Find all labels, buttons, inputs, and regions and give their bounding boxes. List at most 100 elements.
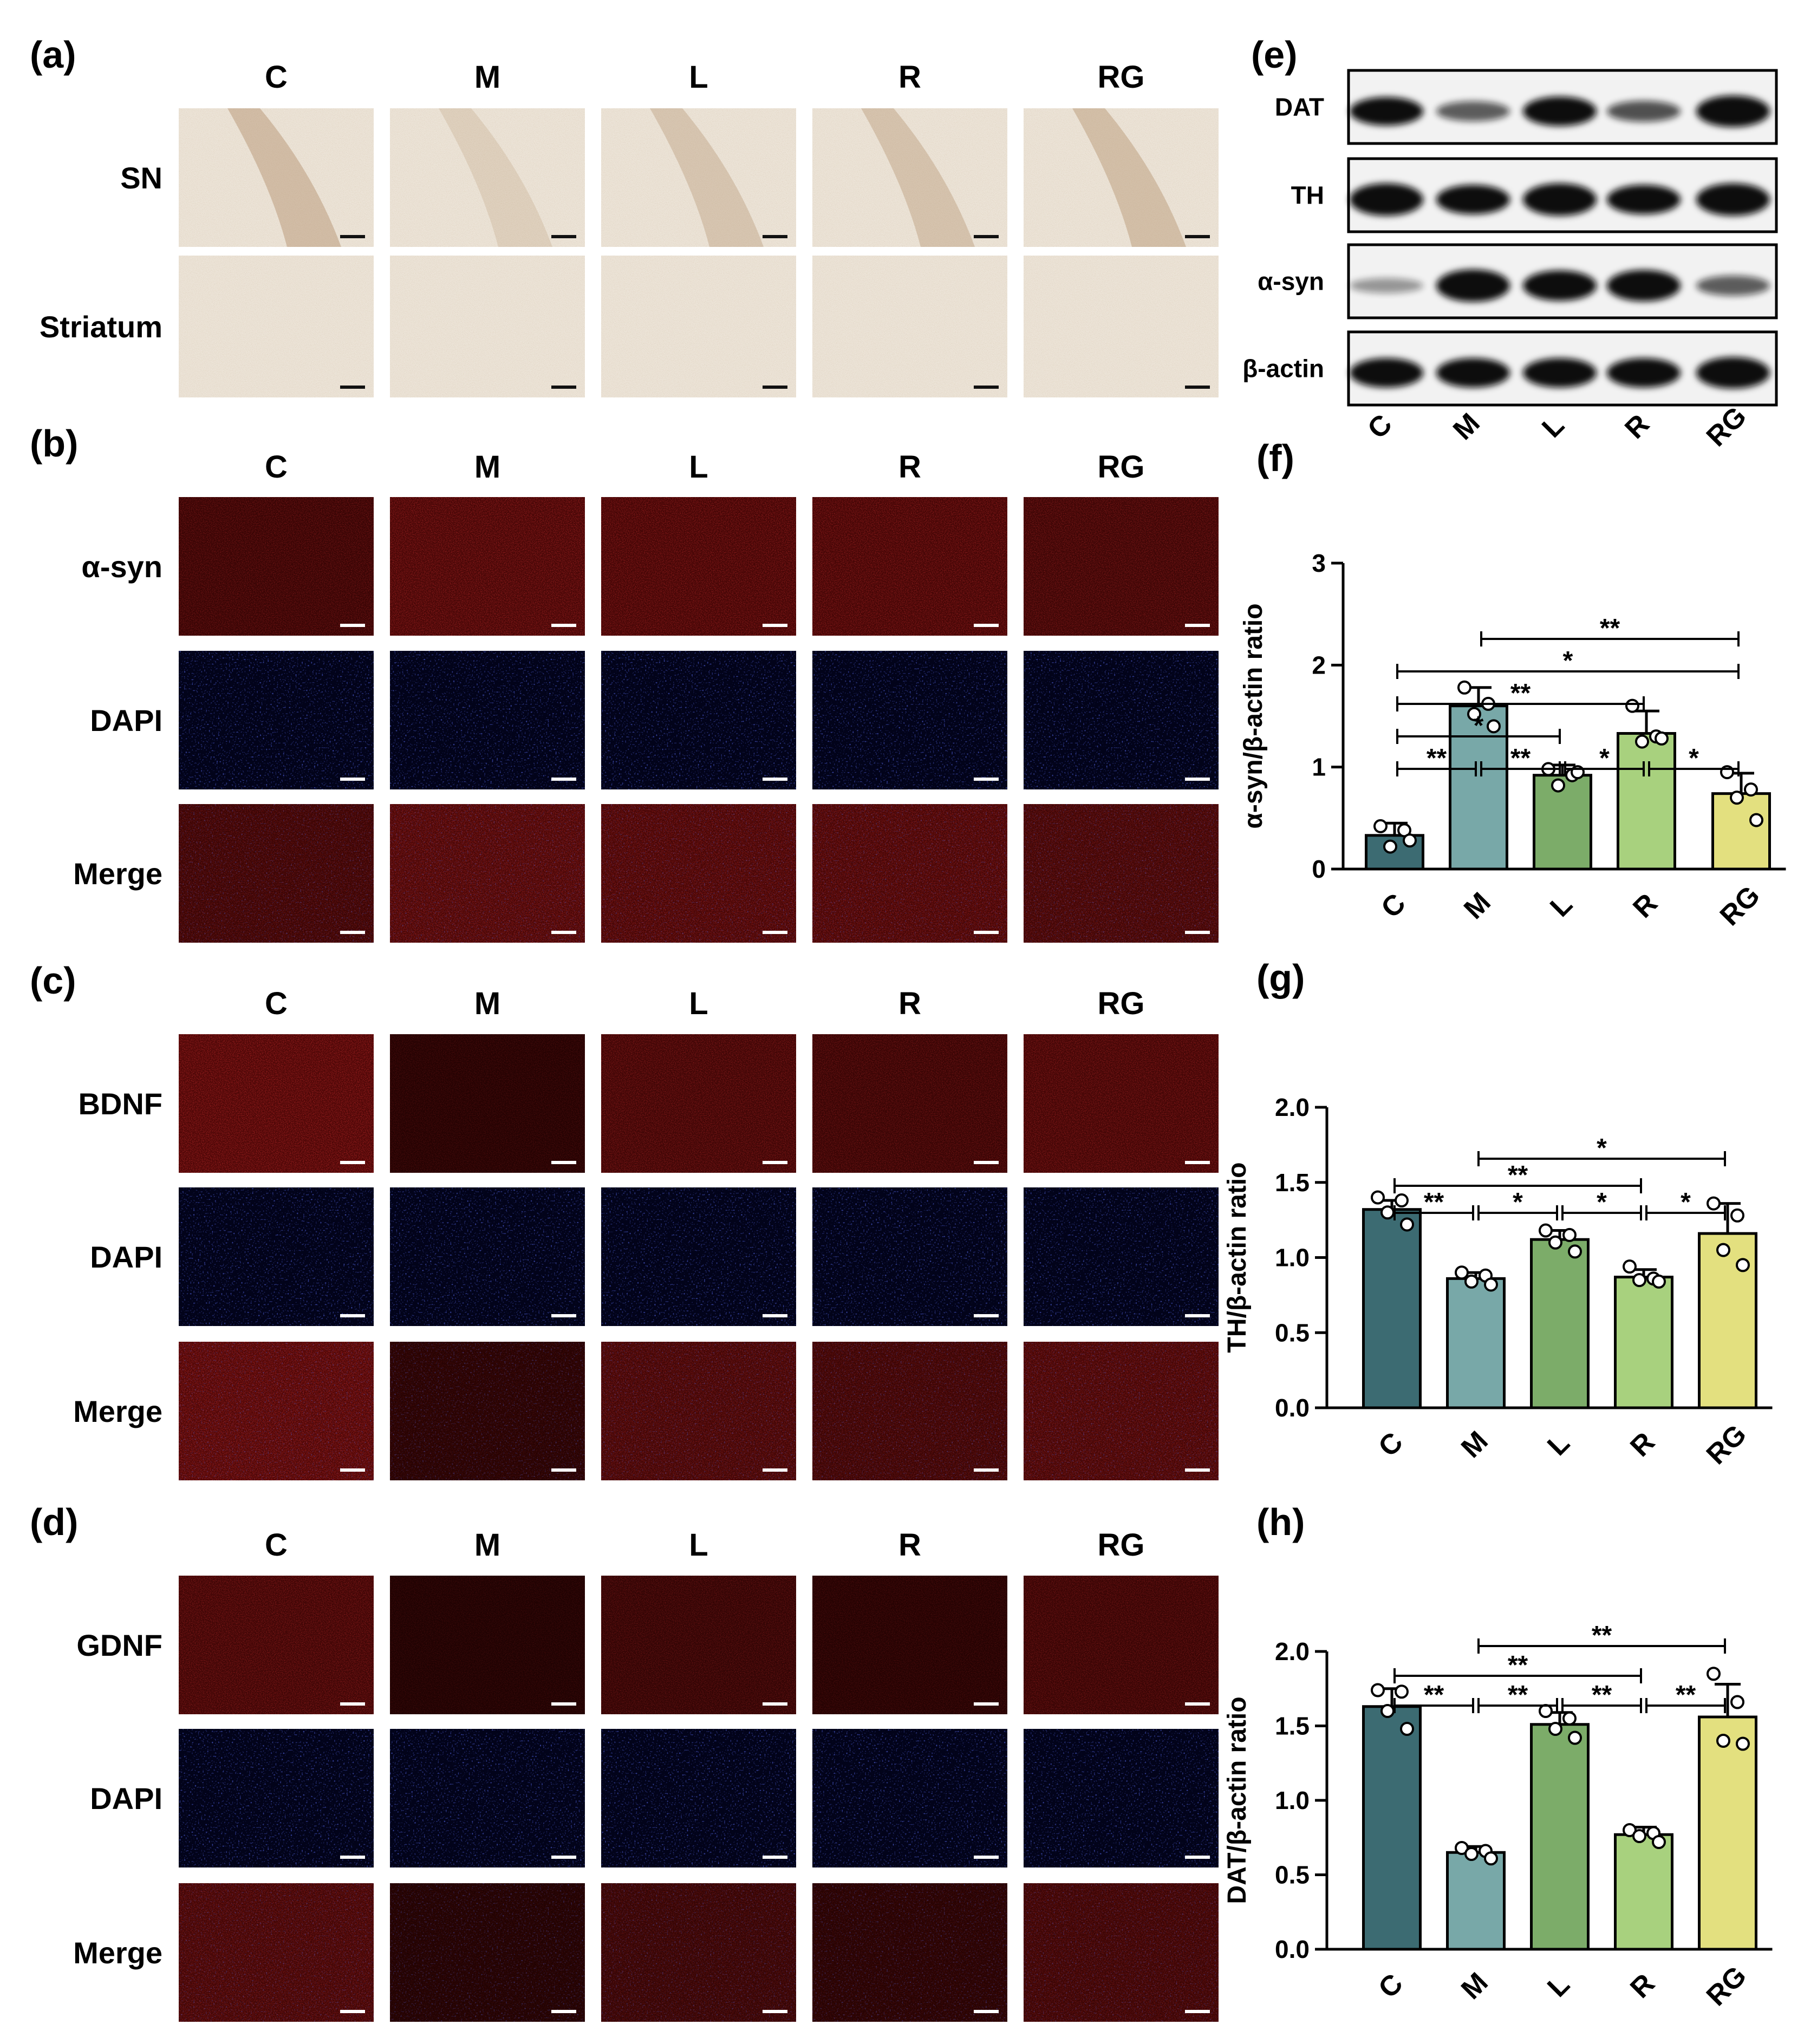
scale-bar xyxy=(974,1702,999,1706)
significance-label: ** xyxy=(1427,744,1447,773)
data-point xyxy=(1539,1223,1553,1238)
scale-bar xyxy=(551,2010,576,2013)
category-label: M xyxy=(1458,886,1497,925)
scale-bar xyxy=(763,1702,787,1706)
micrograph-texture xyxy=(1024,256,1219,397)
blue-nuclei xyxy=(601,804,796,943)
data-point xyxy=(1484,1277,1498,1292)
data-point xyxy=(1400,1722,1414,1736)
significance-label: * xyxy=(1563,646,1573,675)
data-point xyxy=(1395,1193,1409,1208)
scale-bar xyxy=(1185,931,1210,934)
micrograph-texture xyxy=(390,108,585,247)
data-point xyxy=(1568,1730,1582,1745)
micrograph-texture xyxy=(390,256,585,397)
scale-bar xyxy=(1185,1314,1210,1317)
blue-nuclei xyxy=(812,804,1007,943)
significance-label: ** xyxy=(1508,1651,1528,1680)
panel-label: (f) xyxy=(1256,437,1294,479)
band-label: β-actin xyxy=(1242,355,1324,383)
significance-label: ** xyxy=(1510,679,1531,708)
panel-label: (d) xyxy=(30,1501,78,1543)
y-tick-label: 1.0 xyxy=(1275,1244,1310,1272)
scale-bar xyxy=(763,778,787,781)
bar xyxy=(1362,1208,1422,1409)
column-label: R xyxy=(898,986,921,1021)
western-blot-panel: (e) DAT TH α-syn β-actin C M L R RG xyxy=(1242,34,1778,453)
y-axis-label: TH/β-actin ratio xyxy=(1223,1163,1252,1353)
red-texture xyxy=(812,497,1007,636)
row-label: BDNF xyxy=(78,1087,162,1121)
significance-label: ** xyxy=(1424,1188,1444,1217)
blot-band xyxy=(1607,270,1681,302)
lane-label: C xyxy=(1362,408,1398,445)
data-point xyxy=(1383,839,1397,854)
blue-nuclei xyxy=(812,1883,1007,2022)
column-label: C xyxy=(265,60,288,95)
category-label: RG xyxy=(1701,1960,1753,2012)
chart-2: (h) 0.0 0.5 1.0 1.5 2.0 DAT/β-actin ratio C M L R R… xyxy=(1223,1501,1773,2012)
scale-bar xyxy=(974,778,999,781)
scale-bar xyxy=(340,2010,365,2013)
column-label: L xyxy=(689,449,708,485)
data-point xyxy=(1400,1217,1414,1232)
significance-label: ** xyxy=(1508,1161,1528,1190)
column-label: R xyxy=(898,1527,921,1563)
y-tick-label: 0.0 xyxy=(1275,1394,1310,1422)
data-point xyxy=(1487,719,1501,734)
data-point xyxy=(1568,1244,1582,1259)
blue-nuclei xyxy=(812,1342,1007,1480)
bar xyxy=(1614,1833,1673,1951)
category-label: C xyxy=(1375,887,1412,924)
y-axis-label: DAT/β-actin ratio xyxy=(1223,1696,1252,1904)
scale-bar xyxy=(974,1314,999,1317)
data-point xyxy=(1373,819,1388,833)
bar xyxy=(1530,1723,1590,1951)
scale-bar xyxy=(551,778,576,781)
data-point xyxy=(1380,1205,1395,1220)
red-texture xyxy=(1024,1034,1219,1173)
column-label: C xyxy=(265,986,288,1021)
micro-panel: (b) C M L R RG α-syn DAPI Merge xyxy=(30,422,1219,943)
stained-region xyxy=(1072,108,1186,247)
scale-bar xyxy=(1185,1702,1210,1706)
blue-nuclei xyxy=(390,1729,585,1867)
data-point xyxy=(1539,1704,1553,1718)
micrograph-texture xyxy=(1024,108,1219,247)
column-label: R xyxy=(898,60,921,95)
band-label: DAT xyxy=(1275,93,1324,121)
y-tick-label: 3 xyxy=(1312,549,1326,577)
data-point xyxy=(1632,1829,1646,1843)
y-tick-label: 0.0 xyxy=(1275,1935,1310,1963)
scale-bar xyxy=(1185,2010,1210,2013)
red-texture xyxy=(390,1576,585,1714)
bar xyxy=(1449,704,1508,871)
row-label: α-syn xyxy=(81,550,162,584)
blot-band xyxy=(1696,357,1770,389)
panel-label: (c) xyxy=(30,959,76,1002)
significance-label: ** xyxy=(1600,614,1620,643)
band-label: α-syn xyxy=(1258,267,1324,296)
significance-label: ** xyxy=(1676,1681,1696,1709)
scale-bar xyxy=(340,931,365,934)
row-label: Merge xyxy=(73,857,162,891)
significance-label: ** xyxy=(1510,744,1531,773)
blue-nuclei xyxy=(812,1729,1007,1867)
y-tick-label: 1.5 xyxy=(1275,1168,1310,1197)
data-point xyxy=(1623,1823,1637,1837)
row-label: DAPI xyxy=(90,1240,162,1274)
row-label: GDNF xyxy=(76,1628,162,1662)
scale-bar xyxy=(551,1856,576,1859)
scale-bar xyxy=(340,1161,365,1164)
column-label: RG xyxy=(1098,986,1145,1021)
scale-bar xyxy=(340,1468,365,1472)
category-label: RG xyxy=(1701,1419,1753,1471)
y-tick-label: 0 xyxy=(1312,855,1326,883)
scale-bar xyxy=(763,2010,787,2013)
data-point xyxy=(1736,1736,1750,1751)
significance-label: * xyxy=(1513,1188,1523,1217)
y-tick-label: 1.0 xyxy=(1275,1786,1310,1814)
row-label: DAPI xyxy=(90,703,162,737)
red-texture xyxy=(390,497,585,636)
